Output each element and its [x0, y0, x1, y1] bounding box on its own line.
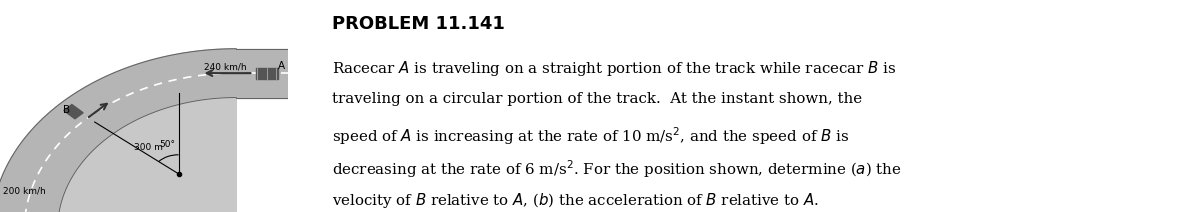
Text: velocity of $B$ relative to $A$, ($b$) the acceleration of $B$ relative to $A$.: velocity of $B$ relative to $A$, ($b$) t…: [332, 191, 820, 210]
Wedge shape: [59, 99, 236, 212]
Text: B: B: [62, 105, 70, 114]
Bar: [64, 105, 83, 119]
Text: decreasing at the rate of 6 m/s$^2$. For the position shown, determine ($a$) the: decreasing at the rate of 6 m/s$^2$. For…: [332, 158, 902, 180]
Bar: [0, 204, 58, 212]
Text: Racecar $A$ is traveling on a straight portion of the track while racecar $B$ is: Racecar $A$ is traveling on a straight p…: [332, 59, 896, 78]
Text: 50°: 50°: [160, 141, 175, 149]
Text: 240 km/h: 240 km/h: [204, 62, 247, 71]
Text: speed of $A$ is increasing at the rate of 10 m/s$^2$, and the speed of $B$ is: speed of $A$ is increasing at the rate o…: [332, 125, 850, 147]
Bar: [236, 49, 288, 98]
Text: A: A: [278, 61, 286, 71]
Wedge shape: [0, 49, 236, 212]
Wedge shape: [58, 98, 236, 212]
Text: 300 m: 300 m: [133, 144, 162, 152]
Bar: [257, 68, 278, 79]
Text: 200 km/h: 200 km/h: [2, 186, 46, 195]
Text: PROBLEM 11.141: PROBLEM 11.141: [332, 15, 505, 33]
Text: traveling on a circular portion of the track.  At the instant shown, the: traveling on a circular portion of the t…: [332, 92, 863, 106]
